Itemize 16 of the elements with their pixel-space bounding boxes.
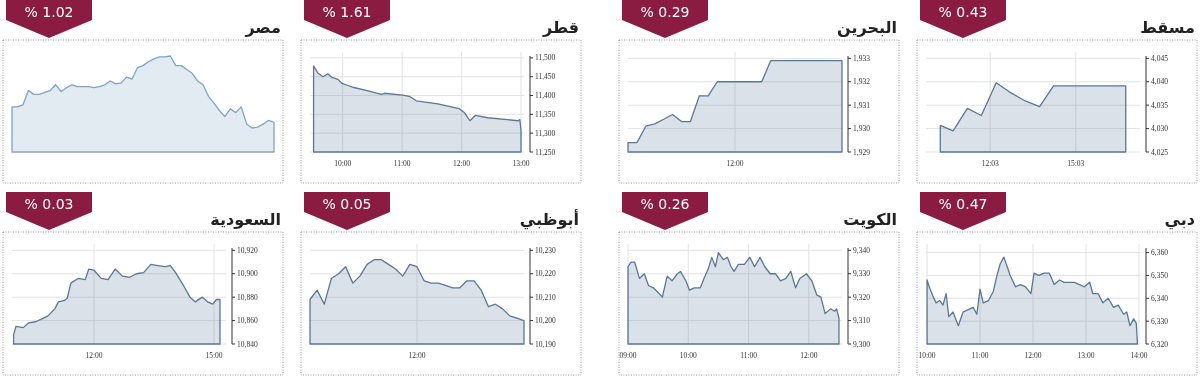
text: % 0.03 (24, 196, 74, 212)
chart-title: البحرين (837, 18, 897, 37)
chart-title: مسقط (1140, 18, 1195, 37)
chart-title: السعودية (210, 210, 281, 229)
text: % 1.61 (322, 4, 372, 20)
text: % 0.29 (640, 4, 690, 20)
text: % 0.47 (938, 196, 988, 212)
text: % 0.05 (322, 196, 372, 212)
chart-title: أبوظبي (519, 209, 579, 230)
chart-title: مصر (244, 18, 281, 37)
text: دبي (1164, 210, 1195, 230)
text: % 0.26 (640, 196, 690, 212)
chart-title: الكويت (843, 210, 897, 229)
text: % 0.43 (938, 4, 988, 20)
text: قطر (541, 18, 579, 37)
text: % 1.02 (24, 4, 74, 20)
